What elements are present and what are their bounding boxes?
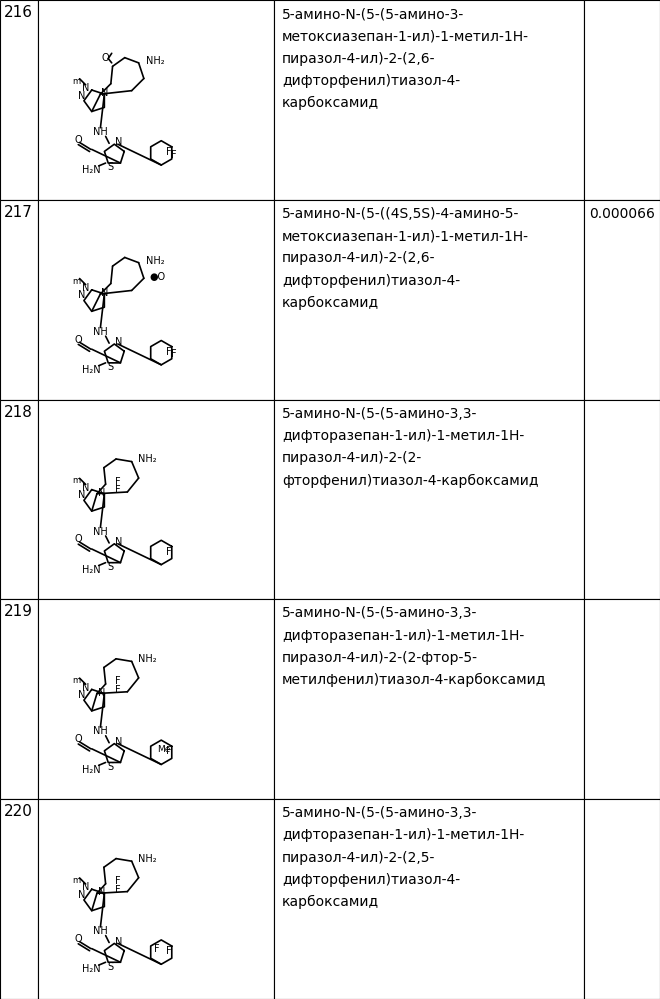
Text: N: N <box>101 88 108 98</box>
Text: H₂N: H₂N <box>82 365 101 375</box>
Text: N: N <box>79 690 86 700</box>
Text: NH: NH <box>93 926 108 936</box>
Text: F: F <box>115 876 121 886</box>
Text: m: m <box>72 676 80 685</box>
Text: N: N <box>82 682 89 692</box>
Text: F: F <box>115 486 121 496</box>
Text: 5-амино-N-(5-((4S,5S)-4-амино-5-
метоксиазепан-1-ил)-1-метил-1Н-
пиразол-4-ил)-2: 5-амино-N-(5-((4S,5S)-4-амино-5- метокси… <box>282 207 529 310</box>
Text: N: N <box>115 138 122 148</box>
Bar <box>0 599 38 799</box>
Bar <box>0 0 38 200</box>
Bar <box>584 799 660 999</box>
Text: N: N <box>115 537 122 547</box>
Text: m: m <box>72 876 80 885</box>
Text: H₂N: H₂N <box>82 564 101 574</box>
Bar <box>274 799 584 999</box>
Text: 5-амино-N-(5-(5-амино-3,3-
дифторазепан-1-ил)-1-метил-1Н-
пиразол-4-ил)-2-(2,5-
: 5-амино-N-(5-(5-амино-3,3- дифторазепан-… <box>282 806 524 909</box>
Text: 5-амино-N-(5-(5-амино-3,3-
дифторазепан-1-ил)-1-метил-1Н-
пиразол-4-ил)-2-(2-
фт: 5-амино-N-(5-(5-амино-3,3- дифторазепан-… <box>282 407 539 488</box>
Bar <box>38 400 274 599</box>
Text: NH: NH <box>93 327 108 337</box>
Text: H₂N: H₂N <box>82 964 101 974</box>
Bar <box>274 0 584 200</box>
Text: F: F <box>166 347 172 357</box>
Text: F: F <box>115 685 121 695</box>
Text: 219: 219 <box>4 604 33 619</box>
Text: F: F <box>154 944 160 954</box>
Text: S: S <box>107 562 113 572</box>
Text: NH₂: NH₂ <box>138 853 156 863</box>
Text: 0.000066: 0.000066 <box>589 207 655 221</box>
Text: F: F <box>115 676 121 686</box>
Text: O: O <box>74 335 82 345</box>
Bar <box>584 400 660 599</box>
Text: N: N <box>115 338 122 348</box>
Text: S: S <box>107 762 113 772</box>
Bar <box>0 799 38 999</box>
Bar <box>584 599 660 799</box>
Text: O: O <box>74 734 82 744</box>
Text: F: F <box>166 546 172 556</box>
Text: m: m <box>72 277 80 286</box>
Text: NH₂: NH₂ <box>138 454 156 464</box>
Text: O: O <box>74 135 82 145</box>
Text: F: F <box>171 150 176 160</box>
Text: S: S <box>107 962 113 972</box>
Text: O: O <box>102 53 110 63</box>
Text: m: m <box>72 477 80 486</box>
Bar <box>584 200 660 400</box>
Text: N: N <box>101 288 108 298</box>
Bar <box>38 799 274 999</box>
Text: O: O <box>74 534 82 544</box>
Text: F: F <box>171 350 176 360</box>
Text: N: N <box>82 483 89 493</box>
Text: S: S <box>107 363 113 373</box>
Text: N: N <box>79 291 86 301</box>
Bar <box>38 200 274 400</box>
Text: NH₂: NH₂ <box>138 653 156 663</box>
Bar <box>274 400 584 599</box>
Text: N: N <box>115 737 122 747</box>
Bar <box>274 599 584 799</box>
Text: N: N <box>79 890 86 900</box>
Text: N: N <box>79 91 86 101</box>
Text: F: F <box>115 885 121 895</box>
Text: N: N <box>79 491 86 500</box>
Text: Me: Me <box>157 745 170 754</box>
Text: H₂N: H₂N <box>82 165 101 175</box>
Text: N: N <box>98 687 105 697</box>
Text: N: N <box>82 83 89 93</box>
Text: NH: NH <box>93 726 108 736</box>
Bar <box>0 400 38 599</box>
Text: 5-амино-N-(5-(5-амино-3,3-
дифторазепан-1-ил)-1-метил-1Н-
пиразол-4-ил)-2-(2-фто: 5-амино-N-(5-(5-амино-3,3- дифторазепан-… <box>282 606 546 687</box>
Text: 5-амино-N-(5-(5-амино-3-
метоксиазепан-1-ил)-1-метил-1Н-
пиразол-4-ил)-2-(2,6-
д: 5-амино-N-(5-(5-амино-3- метоксиазепан-1… <box>282 7 529 110</box>
Text: NH₂: NH₂ <box>146 256 164 266</box>
Text: S: S <box>107 163 113 173</box>
Text: N: N <box>82 283 89 293</box>
Text: F: F <box>166 746 172 756</box>
Text: N: N <box>82 882 89 892</box>
Text: ●O: ●O <box>149 272 165 282</box>
Text: N: N <box>98 887 105 897</box>
Text: NH: NH <box>93 127 108 137</box>
Bar <box>0 200 38 400</box>
Text: N: N <box>98 488 105 498</box>
Text: F: F <box>166 946 172 956</box>
Text: NH: NH <box>93 526 108 536</box>
Text: NH₂: NH₂ <box>146 56 164 66</box>
Bar <box>584 0 660 200</box>
Text: 216: 216 <box>4 5 33 20</box>
Text: m: m <box>72 77 80 86</box>
Text: O: O <box>74 934 82 944</box>
Text: 217: 217 <box>4 205 33 220</box>
Bar <box>274 200 584 400</box>
Bar <box>38 0 274 200</box>
Text: F: F <box>115 477 121 487</box>
Text: 220: 220 <box>4 804 33 819</box>
Bar <box>38 599 274 799</box>
Text: F: F <box>166 147 172 157</box>
Text: H₂N: H₂N <box>82 764 101 774</box>
Text: N: N <box>115 937 122 947</box>
Text: 218: 218 <box>4 405 33 420</box>
